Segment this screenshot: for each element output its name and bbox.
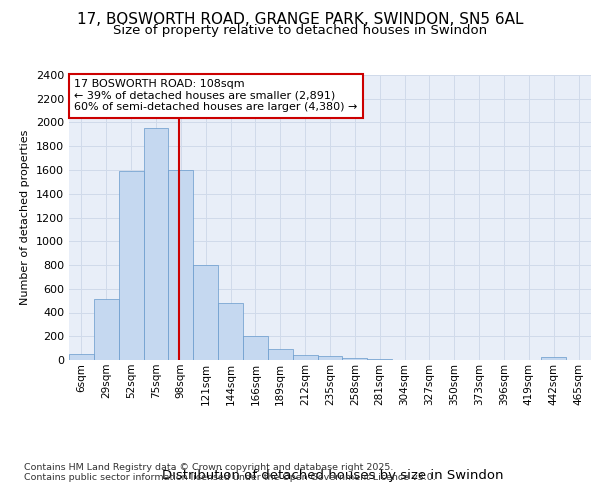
Bar xyxy=(169,170,193,360)
Bar xyxy=(193,265,218,360)
Bar xyxy=(317,356,343,360)
Bar xyxy=(343,358,367,360)
Bar xyxy=(293,355,317,360)
Bar xyxy=(541,357,566,360)
Y-axis label: Number of detached properties: Number of detached properties xyxy=(20,130,31,305)
Bar xyxy=(218,303,243,360)
Text: 17 BOSWORTH ROAD: 108sqm
← 39% of detached houses are smaller (2,891)
60% of sem: 17 BOSWORTH ROAD: 108sqm ← 39% of detach… xyxy=(74,80,358,112)
Bar xyxy=(268,350,293,360)
Bar xyxy=(94,300,119,360)
Bar xyxy=(69,354,94,360)
Text: Distribution of detached houses by size in Swindon: Distribution of detached houses by size … xyxy=(162,470,504,482)
Bar xyxy=(119,171,143,360)
Bar xyxy=(143,128,169,360)
Text: Size of property relative to detached houses in Swindon: Size of property relative to detached ho… xyxy=(113,24,487,37)
Bar xyxy=(243,336,268,360)
Bar xyxy=(367,359,392,360)
Text: Contains HM Land Registry data © Crown copyright and database right 2025.
Contai: Contains HM Land Registry data © Crown c… xyxy=(24,462,436,482)
Text: 17, BOSWORTH ROAD, GRANGE PARK, SWINDON, SN5 6AL: 17, BOSWORTH ROAD, GRANGE PARK, SWINDON,… xyxy=(77,12,523,28)
